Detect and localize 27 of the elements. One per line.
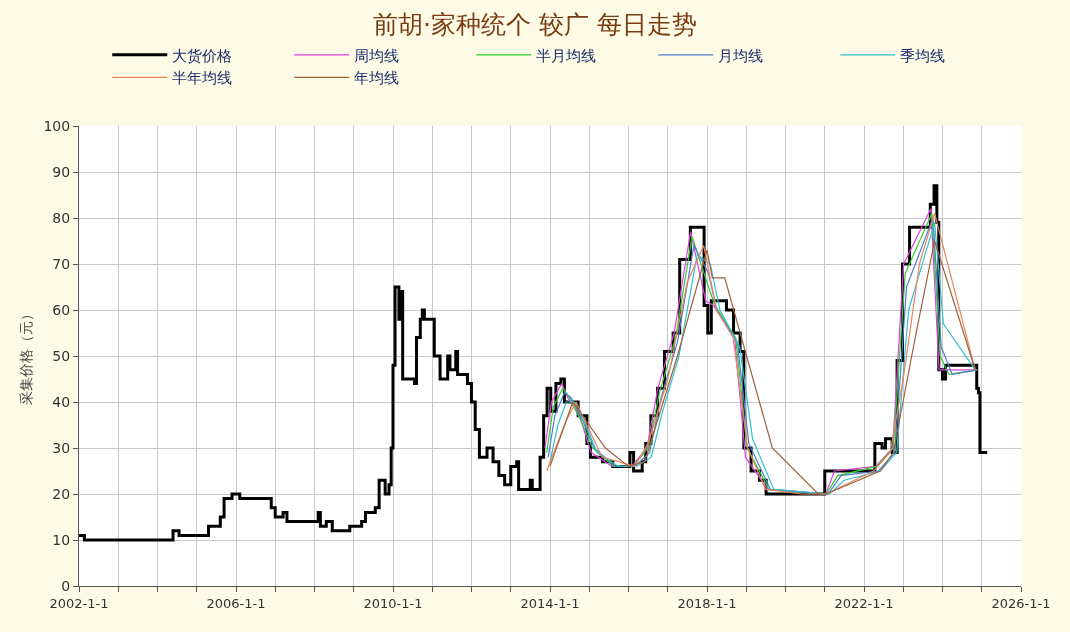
x-tick-label: 2026-1-1 <box>991 595 1051 611</box>
chart-title: 前胡·家种统个 较广 每日走势 <box>373 10 697 40</box>
y-tick-label: 30 <box>52 439 71 456</box>
y-tick-label: 60 <box>52 301 71 318</box>
legend-label: 季均线 <box>900 46 946 65</box>
legend-label: 月均线 <box>718 46 764 65</box>
y-tick-label: 70 <box>52 255 71 272</box>
legend-label: 半年均线 <box>172 69 233 88</box>
legend-label: 周均线 <box>354 46 400 65</box>
legend-label: 年均线 <box>354 69 400 88</box>
x-tick-label: 2006-1-1 <box>206 595 266 611</box>
legend-label: 大货价格 <box>172 46 233 65</box>
x-tick-label: 2022-1-1 <box>834 595 894 611</box>
x-tick-label: 2010-1-1 <box>363 595 423 611</box>
y-tick-label: 80 <box>52 209 71 226</box>
x-tick-label: 2014-1-1 <box>520 595 580 611</box>
x-tick-label: 2018-1-1 <box>677 595 737 611</box>
y-axis-title: 采集价格（元） <box>18 307 35 405</box>
y-tick-label: 50 <box>52 347 71 364</box>
y-tick-label: 90 <box>52 163 71 180</box>
y-tick-label: 0 <box>61 577 71 594</box>
y-tick-label: 20 <box>52 485 71 502</box>
x-tick-label: 2002-1-1 <box>49 595 109 611</box>
y-tick-label: 40 <box>52 393 71 410</box>
y-tick-label: 10 <box>52 531 71 548</box>
y-tick-label: 100 <box>43 117 71 134</box>
legend-label: 半月均线 <box>536 46 597 65</box>
